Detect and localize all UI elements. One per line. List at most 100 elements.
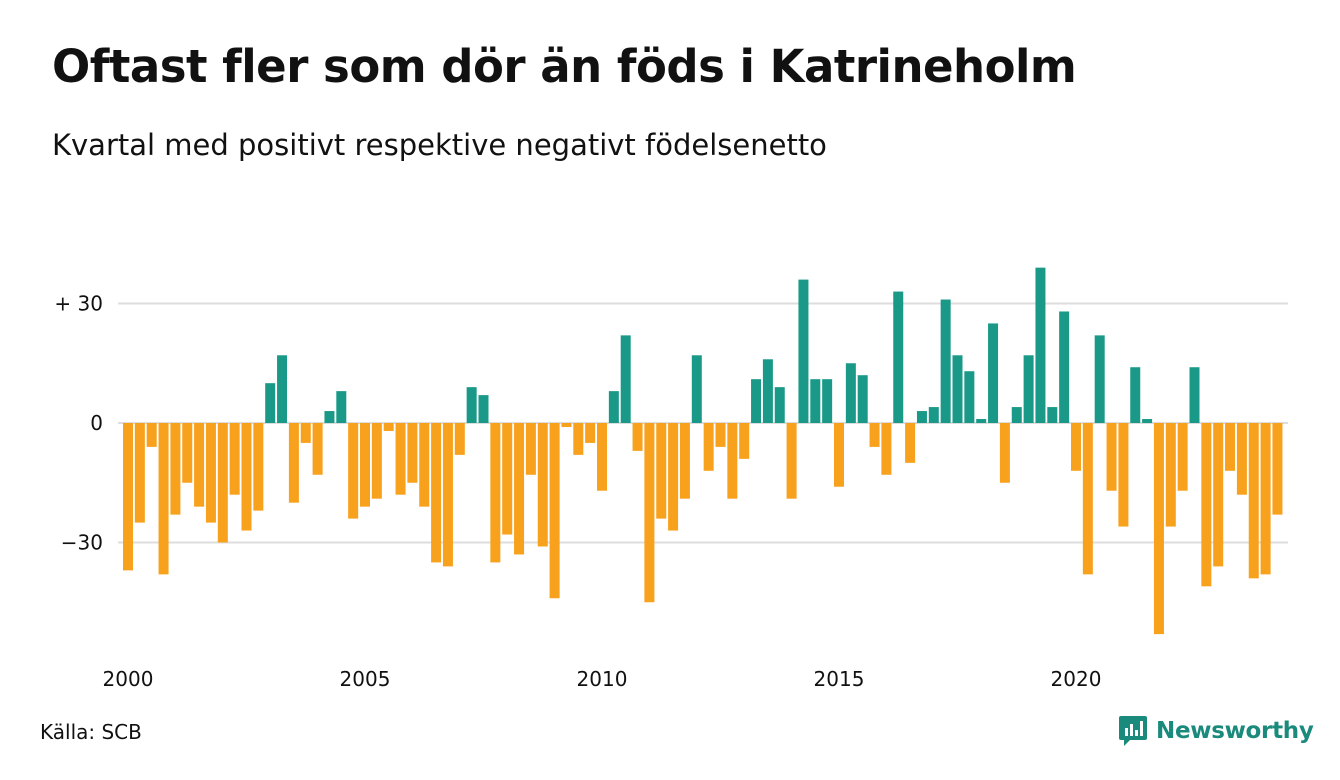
bar-negative xyxy=(312,423,323,475)
bar-positive xyxy=(324,411,335,423)
bar-positive xyxy=(988,323,999,423)
y-tick-label: + 30 xyxy=(54,292,103,316)
bar-negative xyxy=(442,423,453,567)
bar-positive xyxy=(1130,367,1141,423)
x-tick-label: 2015 xyxy=(814,667,865,691)
bar-positive xyxy=(893,291,904,423)
bar-negative xyxy=(549,423,560,599)
chart-subtitle: Kvartal med positivt respektive negativt… xyxy=(52,128,827,162)
bar-negative xyxy=(182,423,193,483)
bar-negative xyxy=(205,423,216,523)
bar-positive xyxy=(1047,407,1058,423)
bar-positive xyxy=(1142,419,1153,423)
bar-negative xyxy=(514,423,525,555)
bar-positive xyxy=(1023,355,1034,423)
bar-negative xyxy=(431,423,442,563)
bar-positive xyxy=(1189,367,1200,423)
bar-negative xyxy=(1272,423,1283,515)
bar-negative xyxy=(1153,423,1164,635)
bar-positive xyxy=(265,383,276,423)
bar-negative xyxy=(217,423,228,543)
bar-positive xyxy=(940,299,951,423)
bar-positive xyxy=(762,359,773,423)
bar-negative xyxy=(490,423,501,563)
bar-positive xyxy=(928,407,939,423)
bar-positive xyxy=(620,335,631,423)
bar-negative xyxy=(1082,423,1093,575)
bar-negative xyxy=(869,423,880,447)
bar-negative xyxy=(644,423,655,603)
bar-positive xyxy=(466,387,477,423)
brand-logo: Newsworthy xyxy=(1118,713,1314,749)
bar-negative xyxy=(1201,423,1212,587)
y-axis-labels: + 30 0 −30 xyxy=(54,292,103,555)
bar-negative xyxy=(419,423,430,507)
bar-negative xyxy=(715,423,726,447)
bar-positive xyxy=(964,371,975,423)
bar-negative xyxy=(632,423,643,451)
bar-negative xyxy=(573,423,584,455)
bar-negative xyxy=(288,423,299,503)
bar-negative xyxy=(834,423,844,487)
bar-positive xyxy=(798,279,809,423)
bar-negative xyxy=(1225,423,1236,471)
bar-negative xyxy=(383,423,394,431)
bar-negative xyxy=(1106,423,1117,491)
bar-chart: + 30 0 −30 2000 2005 2010 2015 2020 xyxy=(54,267,1288,691)
bar-negative xyxy=(727,423,738,499)
bar-negative xyxy=(194,423,205,507)
bar-positive xyxy=(1035,267,1046,423)
bar-negative xyxy=(241,423,252,531)
x-tick-label: 2010 xyxy=(577,667,628,691)
y-tick-label: 0 xyxy=(90,411,103,435)
bar-negative xyxy=(739,423,750,459)
bar-positive xyxy=(822,379,833,423)
bar-negative xyxy=(300,423,311,443)
bar-positive xyxy=(774,387,785,423)
bar-negative xyxy=(1236,423,1247,495)
bar-negative xyxy=(229,423,240,495)
bar-negative xyxy=(679,423,690,499)
bar-positive xyxy=(845,363,856,423)
bar-positive xyxy=(691,355,702,423)
bar-positive xyxy=(751,379,762,423)
bar-negative xyxy=(158,423,169,575)
bar-negative xyxy=(134,423,145,523)
x-axis-labels: 2000 2005 2010 2015 2020 xyxy=(103,667,1102,691)
bar-positive xyxy=(857,375,868,423)
bars xyxy=(123,267,1283,635)
bar-negative xyxy=(1071,423,1081,471)
bar-negative xyxy=(1260,423,1271,575)
brand-name: Newsworthy xyxy=(1156,718,1314,744)
bar-positive xyxy=(608,391,619,423)
bar-positive xyxy=(1011,407,1022,423)
bar-negative xyxy=(561,423,572,427)
bar-negative xyxy=(537,423,548,547)
x-tick-label: 2020 xyxy=(1051,667,1102,691)
bar-negative xyxy=(1118,423,1129,527)
bar-positive xyxy=(916,411,927,423)
bar-negative xyxy=(1177,423,1188,491)
bar-negative xyxy=(371,423,382,499)
bar-positive xyxy=(277,355,288,423)
x-tick-label: 2005 xyxy=(340,667,391,691)
bar-negative xyxy=(395,423,406,495)
bar-positive xyxy=(336,391,347,423)
bar-positive xyxy=(1059,311,1070,423)
bar-negative xyxy=(1165,423,1176,527)
bar-negative xyxy=(454,423,465,455)
bar-positive xyxy=(976,419,987,423)
bar-negative xyxy=(1213,423,1224,567)
bar-negative xyxy=(656,423,667,519)
bar-positive xyxy=(810,379,821,423)
bar-negative xyxy=(123,423,133,571)
y-tick-label: −30 xyxy=(61,531,103,555)
bar-negative xyxy=(502,423,513,535)
bar-negative xyxy=(881,423,892,475)
bar-negative xyxy=(905,423,916,463)
bar-negative xyxy=(597,423,607,491)
bar-negative xyxy=(525,423,536,475)
bar-negative xyxy=(146,423,157,447)
source-note: Källa: SCB xyxy=(40,720,142,744)
bar-negative xyxy=(668,423,679,531)
